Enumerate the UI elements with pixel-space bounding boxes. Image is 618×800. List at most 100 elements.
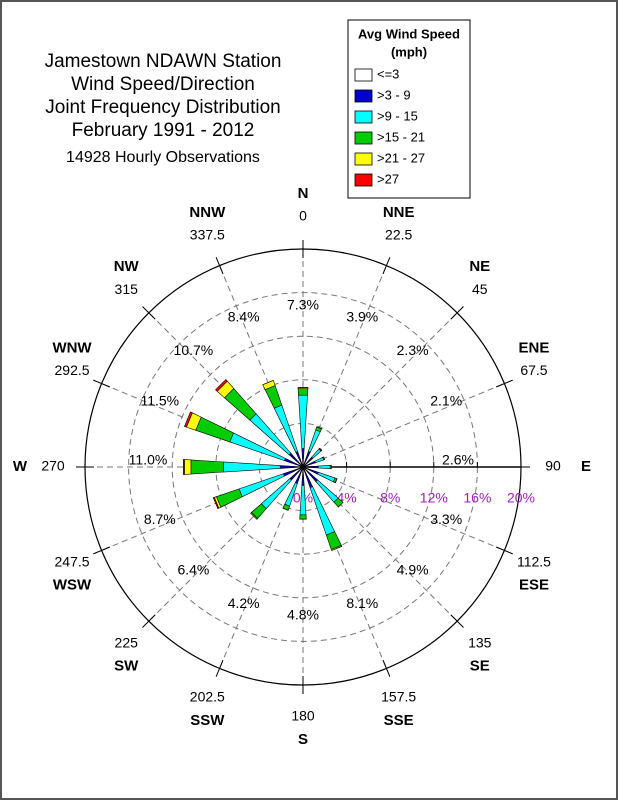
total-label: 4.8% [287, 607, 319, 623]
wind-segment [335, 478, 338, 483]
wind-segment [282, 507, 289, 511]
grid-spoke [101, 466, 304, 551]
grid-spoke [302, 466, 505, 551]
direction-label: E [581, 458, 591, 475]
total-label: 6.4% [177, 561, 209, 577]
grid-spoke [302, 312, 458, 468]
radial-tick-label: 8% [380, 490, 400, 506]
total-label: 8.4% [228, 309, 260, 325]
wind-segment [183, 459, 185, 475]
direction-tick [142, 306, 156, 320]
direction-label: SW [114, 658, 139, 675]
wind-segment [262, 380, 274, 386]
direction-label: WNW [52, 339, 92, 356]
legend-swatch [354, 68, 373, 82]
direction-label: NW [114, 258, 140, 275]
angle-label: 135 [468, 634, 492, 650]
total-label: 8.1% [346, 595, 378, 611]
direction-tick [450, 614, 464, 628]
wind-segment [299, 514, 307, 520]
legend-label: >21 - 27 [377, 150, 425, 165]
chart-title: Wind Speed/Direction [71, 74, 255, 95]
wind-segment [184, 411, 193, 428]
radial-tick-label: 20% [507, 490, 535, 506]
chart-subtitle: 14928 Hourly Observations [66, 149, 260, 166]
legend-label: <=3 [377, 66, 399, 81]
direction-label: SSE [384, 712, 414, 729]
direction-label: N [298, 185, 309, 202]
wind-segment [250, 512, 258, 520]
grid-spoke [148, 466, 304, 622]
direction-tick [495, 546, 513, 555]
grid-spoke [302, 383, 505, 468]
direction-label: SSW [190, 712, 225, 729]
legend-swatch [354, 131, 373, 145]
radial-tick-label: 12% [420, 490, 448, 506]
chart-title: Joint Frequency Distribution [45, 97, 281, 118]
total-label: 4.2% [228, 595, 260, 611]
direction-label: W [13, 458, 28, 475]
direction-tick [142, 614, 156, 628]
grid-spoke [302, 466, 387, 669]
direction-label: NNE [383, 204, 415, 221]
legend-swatch [354, 89, 373, 103]
legend-swatch [354, 173, 373, 187]
angle-label: 292.5 [55, 362, 90, 378]
wind-segment [323, 456, 325, 460]
angle-label: 315 [115, 281, 139, 297]
direction-tick [215, 257, 224, 275]
direction-tick [215, 659, 224, 677]
direction-tick [382, 659, 391, 677]
angle-label: 180 [291, 708, 315, 724]
angle-label: 112.5 [517, 553, 551, 569]
total-label: 3.9% [346, 309, 378, 325]
angle-label: 45 [472, 281, 488, 297]
direction-label: NE [469, 258, 490, 275]
wind-segment [215, 379, 228, 392]
wind-segment [338, 502, 344, 508]
radial-tick-label: 16% [463, 490, 491, 506]
total-label: 3.3% [430, 511, 462, 527]
angle-label: 337.5 [190, 227, 225, 243]
total-label: 11.5% [140, 392, 179, 408]
direction-tick [382, 257, 391, 275]
wind-segment [317, 464, 331, 470]
total-label: 11.0% [129, 452, 168, 468]
wind-segment [297, 388, 309, 396]
legend-swatch [354, 110, 373, 124]
wind-segment [190, 459, 224, 475]
angle-label: 90 [545, 458, 561, 474]
grid-spoke [302, 265, 387, 468]
direction-label: WSW [53, 577, 92, 594]
wind-segment [319, 447, 323, 451]
grid-spoke [148, 312, 304, 468]
legend-label: >27 [377, 171, 399, 186]
angle-label: 0 [299, 208, 307, 224]
direction-tick [450, 306, 464, 320]
angle-label: 247.5 [55, 553, 90, 569]
total-label: 7.3% [287, 297, 319, 313]
direction-label: SE [470, 658, 490, 675]
direction-tick [495, 379, 513, 388]
wind-segment [331, 546, 342, 551]
legend-title: (mph) [391, 44, 427, 59]
legend-label: >3 - 9 [377, 87, 411, 102]
legend-label: >9 - 15 [377, 108, 418, 123]
angle-label: 270 [41, 458, 65, 474]
angle-label: 157.5 [381, 689, 416, 705]
direction-tick [93, 546, 111, 555]
total-label: 10.7% [174, 342, 214, 358]
direction-label: S [298, 731, 308, 748]
wind-segment [212, 496, 220, 510]
angle-label: 67.5 [520, 362, 547, 378]
total-label: 2.6% [442, 452, 474, 468]
legend-label: >15 - 21 [377, 129, 425, 144]
grid-spoke [302, 466, 458, 622]
legend-title: Avg Wind Speed [358, 26, 460, 41]
chart-title: Jamestown NDAWN Station [45, 51, 282, 72]
grid-spoke [219, 466, 304, 669]
wind-segment [184, 459, 192, 475]
total-label: 2.1% [430, 392, 462, 408]
